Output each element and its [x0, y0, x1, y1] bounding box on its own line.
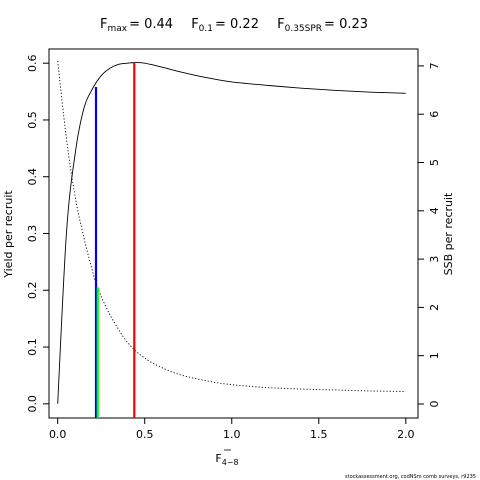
title-f01-base: F [191, 17, 198, 32]
y-right-tick-label: 5 [428, 159, 441, 166]
y-right-tick-label: 2 [428, 304, 441, 311]
title-fspr-sub: 0.35SPR [285, 24, 322, 34]
title-fspr-value: = 0.23 [324, 17, 368, 32]
title-fspr-base: F [277, 17, 284, 32]
x-axis-title-sub: 4−8 [222, 458, 239, 467]
y-right-tick-label: 4 [428, 207, 441, 214]
y-left-axis-title: Yield per recruit [2, 190, 15, 279]
y-left-tick-label: 0.2 [26, 282, 39, 300]
x-tick-label: 1.0 [223, 428, 241, 441]
y-right-axis: 0 1 2 3 4 5 6 7 [418, 62, 441, 407]
title-fmax-base: F [100, 17, 107, 32]
x-tick-label: 0.0 [49, 428, 67, 441]
x-tick-label: 0.5 [136, 428, 154, 441]
plot-frame [48, 48, 419, 419]
x-tick-label: 2.0 [397, 428, 415, 441]
y-right-tick-label: 1 [428, 352, 441, 359]
y-left-tick-label: 0.5 [26, 111, 39, 129]
x-axis-title-base: F [215, 452, 221, 465]
series-layer [57, 61, 406, 404]
x-tick-label: 1.5 [310, 428, 328, 441]
y-right-axis-title: SSB per recruit [442, 192, 455, 275]
title-f01-sub: 0.1 [199, 24, 213, 34]
title-fmax-value: = 0.44 [129, 17, 173, 32]
y-left-tick-label: 0.3 [26, 225, 39, 243]
y-right-tick-label: 6 [428, 111, 441, 118]
y-left-tick-label: 0.6 [26, 54, 39, 72]
title-fmax-sub: max [107, 24, 127, 34]
chart-title: Fmax = 0.44 F0.1 = 0.22 F0.35SPR = 0.23 [100, 17, 368, 34]
x-axis-title: F4−8 [215, 452, 238, 467]
x-axis: 0.0 0.5 1.0 1.5 2.0 [49, 418, 415, 441]
y-left-tick-label: 0.1 [26, 338, 39, 356]
y-right-tick-label: 3 [428, 256, 441, 263]
reference-lines [94, 62, 136, 418]
ssb-per-recruit-line [57, 61, 406, 392]
y-right-tick-label: 0 [428, 400, 441, 407]
footer-note: stockassessment.org, codNSm comb surveys… [345, 474, 476, 480]
y-left-tick-label: 0.0 [26, 395, 39, 413]
y-left-tick-label: 0.4 [26, 168, 39, 186]
y-left-axis: 0.0 0.1 0.2 0.3 0.4 0.5 0.6 [26, 54, 49, 413]
title-f01-value: = 0.22 [215, 17, 259, 32]
y-right-tick-label: 7 [428, 62, 441, 69]
yield-per-recruit-line [57, 62, 406, 404]
